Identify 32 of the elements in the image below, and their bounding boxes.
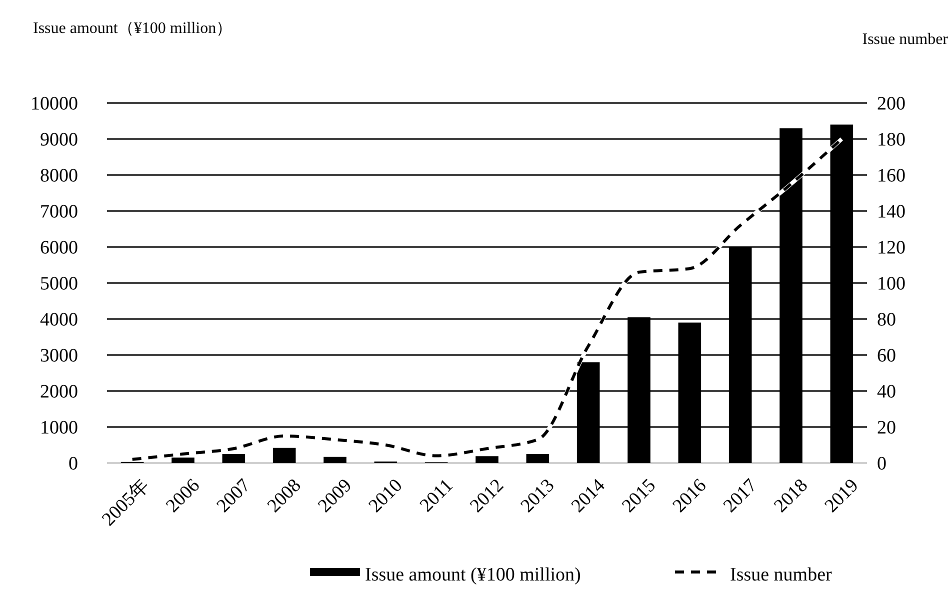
y2-tick-label: 20 <box>877 418 896 439</box>
y2-tick-label: 80 <box>877 310 896 331</box>
y2-tick-label: 160 <box>877 166 906 187</box>
y-tick-label: 7000 <box>40 202 78 223</box>
y-tick-label: 10000 <box>30 94 78 115</box>
bar <box>476 456 498 463</box>
bar <box>526 454 550 463</box>
y2-tick-label: 200 <box>877 94 906 115</box>
y2-tick-label: 120 <box>877 238 906 259</box>
y-tick-label: 2000 <box>40 382 78 403</box>
y2-tick-label: 140 <box>877 202 906 223</box>
y-tick-label: 8000 <box>40 166 78 187</box>
y2-tick-label: 40 <box>877 382 896 403</box>
y-tick-label: 0 <box>68 454 78 475</box>
y-tick-label: 5000 <box>40 274 78 295</box>
x-tick-label: 2011 <box>416 475 458 516</box>
y2-axis-title: Issue number <box>862 31 949 48</box>
y2-tick-label: 60 <box>877 346 896 367</box>
y-tick-label: 4000 <box>40 310 78 331</box>
y-tick-label: 1000 <box>40 418 78 439</box>
bar <box>222 454 246 463</box>
y-tick-label: 9000 <box>40 130 78 151</box>
legend-label: Issue number <box>730 564 833 586</box>
y-axis-title: Issue amount（¥100 million） <box>33 20 232 37</box>
y-tick-label: 3000 <box>40 346 78 367</box>
y-tick-label: 6000 <box>40 238 78 259</box>
y2-tick-label: 100 <box>877 274 906 295</box>
bar <box>324 456 346 463</box>
y2-tick-label: 180 <box>877 130 906 151</box>
bar <box>272 448 296 463</box>
y2-tick-label: 0 <box>877 454 886 475</box>
legend-label: Issue amount (¥100 million) <box>365 564 581 586</box>
